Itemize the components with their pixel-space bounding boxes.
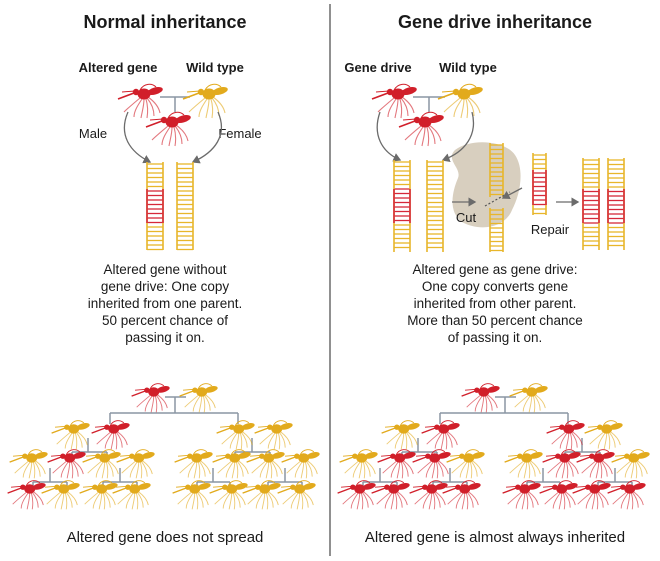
mosquito-wild-icon xyxy=(380,419,422,450)
description-line: One copy converts gene xyxy=(422,279,568,294)
description-line: More than 50 percent chance xyxy=(407,313,583,328)
mosquito-wild-icon xyxy=(171,479,213,510)
mosquito-altered-icon xyxy=(130,382,172,413)
left-caption: Altered gene does not spread xyxy=(67,529,264,546)
right-caption: Altered gene is almost always inherited xyxy=(365,529,625,546)
mosquito-altered-icon xyxy=(575,448,617,479)
mosquito-altered-icon xyxy=(541,448,583,479)
mosquito-altered-icon xyxy=(545,419,587,450)
mosquito-altered-icon xyxy=(145,111,193,147)
mosquito-wild-icon xyxy=(338,448,380,479)
dna-ladder xyxy=(532,153,547,215)
mosquito-wild-icon xyxy=(437,83,485,119)
cut-site xyxy=(484,191,511,207)
mosquito-altered-icon xyxy=(501,479,543,510)
mosquito-wild-icon xyxy=(583,419,625,450)
label-cut: Cut xyxy=(456,210,477,225)
right-description: Altered gene as gene drive: One copy conv… xyxy=(407,262,583,345)
mosquito-wild-icon xyxy=(276,479,318,510)
label-altered-gene: Altered gene xyxy=(79,60,158,75)
mosquito-altered-icon xyxy=(336,479,378,510)
mosquito-altered-icon xyxy=(571,479,613,510)
label-gene-drive: Gene drive xyxy=(344,60,411,75)
right-inheritance-tree xyxy=(336,382,652,510)
mosquito-wild-icon xyxy=(182,83,230,119)
right-parents xyxy=(371,83,625,252)
mosquito-wild-icon xyxy=(50,419,92,450)
description-line: 50 percent chance of xyxy=(102,313,228,328)
dna-ladder xyxy=(582,158,600,250)
mosquito-wild-icon xyxy=(173,448,215,479)
mosquito-wild-icon xyxy=(445,448,487,479)
mosquito-altered-icon xyxy=(376,448,418,479)
arrow-male xyxy=(123,111,152,164)
mosquito-altered-icon xyxy=(411,448,453,479)
mosquito-wild-icon xyxy=(8,448,50,479)
left-parents xyxy=(117,83,230,251)
mosquito-wild-icon xyxy=(78,479,120,510)
mosquito-altered-icon xyxy=(370,479,412,510)
mosquito-altered-icon xyxy=(371,83,419,119)
description-line: of passing it on. xyxy=(448,330,543,345)
mosquito-altered-icon xyxy=(606,479,648,510)
description-line: gene drive: One copy xyxy=(101,279,230,294)
mosquito-altered-icon xyxy=(441,479,483,510)
description-line: passing it on. xyxy=(125,330,205,345)
mosquito-altered-icon xyxy=(408,479,450,510)
label-repair: Repair xyxy=(531,222,570,237)
mosquito-wild-icon xyxy=(241,479,283,510)
mosquito-wild-icon xyxy=(111,479,153,510)
dna-ladder xyxy=(426,160,444,252)
arrow-parent-1 xyxy=(376,111,402,162)
description-line: Altered gene as gene drive: xyxy=(412,262,577,277)
dna-ladder xyxy=(146,162,164,251)
mosquito-wild-icon xyxy=(508,382,550,413)
mosquito-altered-icon xyxy=(460,382,502,413)
dna-ladder xyxy=(489,208,504,252)
mosquito-wild-icon xyxy=(503,448,545,479)
description-line: Altered gene without xyxy=(103,262,226,277)
label-wild-type-right: Wild type xyxy=(439,60,497,75)
mosquito-altered-icon xyxy=(420,419,462,450)
mosquito-wild-icon xyxy=(178,382,220,413)
mosquito-wild-icon xyxy=(610,448,652,479)
mosquito-wild-icon xyxy=(208,479,250,510)
mosquito-wild-icon xyxy=(253,419,295,450)
label-wild-type: Wild type xyxy=(186,60,244,75)
dna-ladder xyxy=(176,162,194,251)
label-female: Female xyxy=(218,126,261,141)
mosquito-wild-icon xyxy=(280,448,322,479)
mosquito-altered-icon xyxy=(90,419,132,450)
description-line: inherited from other parent. xyxy=(414,296,577,311)
mosquito-wild-icon xyxy=(245,448,287,479)
right-title: Gene drive inheritance xyxy=(398,12,592,32)
left-description: Altered gene without gene drive: One copy… xyxy=(88,262,243,345)
mosquito-wild-icon xyxy=(115,448,157,479)
mosquito-altered-icon xyxy=(117,83,165,119)
dna-ladder xyxy=(607,158,625,250)
left-title: Normal inheritance xyxy=(83,12,246,32)
mosquito-altered-icon xyxy=(46,448,88,479)
mosquito-altered-icon xyxy=(6,479,48,510)
mosquito-wild-icon xyxy=(81,448,123,479)
left-inheritance-tree xyxy=(6,382,322,510)
label-male: Male xyxy=(79,126,107,141)
dna-ladder xyxy=(393,160,411,252)
arrow-parent-2 xyxy=(441,111,474,163)
mosquito-wild-icon xyxy=(211,448,253,479)
mosquito-wild-icon xyxy=(40,479,82,510)
mosquito-wild-icon xyxy=(215,419,257,450)
mosquito-altered-icon xyxy=(538,479,580,510)
description-line: inherited from one parent. xyxy=(88,296,243,311)
arrow-female xyxy=(191,111,223,164)
arrow-insert xyxy=(501,187,523,199)
mosquito-altered-icon xyxy=(398,111,446,147)
dna-ladder xyxy=(489,143,504,197)
